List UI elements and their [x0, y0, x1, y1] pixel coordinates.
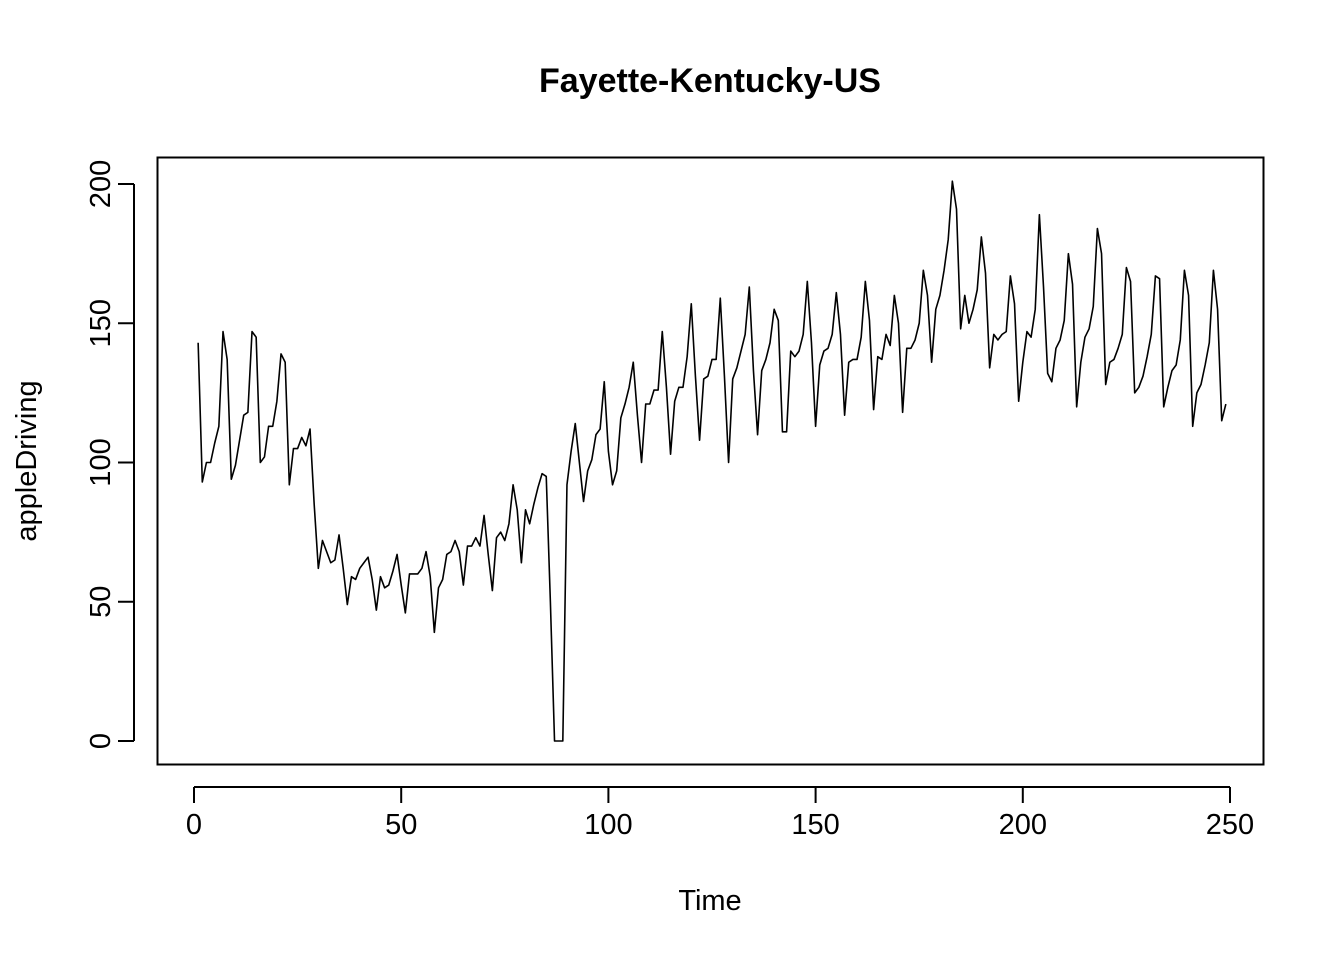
plot-frame: [156, 156, 1265, 766]
x-axis: 0 50 100 150 200 250: [186, 786, 1254, 841]
y-tick-label: 100: [85, 438, 117, 486]
x-tick-label: 50: [385, 809, 417, 841]
x-tick-label: 250: [1206, 809, 1254, 841]
y-axis-label: appleDriving: [11, 380, 43, 541]
y-tick-label: 0: [85, 733, 117, 749]
chart-title: Fayette-Kentucky-US: [539, 62, 881, 100]
x-tick-label: 150: [791, 809, 839, 841]
y-tick-label: 200: [85, 160, 117, 208]
y-tick-label: 150: [85, 299, 117, 347]
y-axis: 0 50 100 150 200: [85, 160, 135, 749]
x-axis-label: Time: [678, 885, 741, 917]
x-tick-label: 0: [186, 809, 202, 841]
x-tick-label: 100: [584, 809, 632, 841]
y-tick-label: 50: [85, 586, 117, 618]
x-tick-label: 200: [999, 809, 1047, 841]
series-line-appleDriving: [197, 180, 1227, 742]
